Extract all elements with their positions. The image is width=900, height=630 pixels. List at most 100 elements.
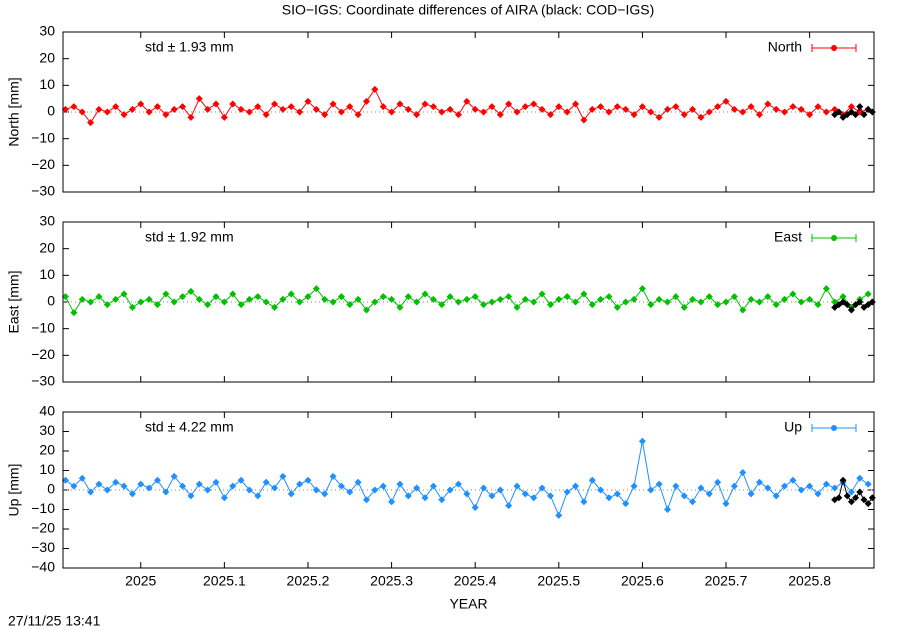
data-point bbox=[120, 290, 128, 298]
data-point bbox=[204, 105, 212, 113]
data-point bbox=[170, 298, 178, 306]
data-point bbox=[128, 303, 136, 311]
data-point bbox=[279, 472, 287, 480]
data-point bbox=[605, 494, 613, 502]
data-point bbox=[705, 293, 713, 301]
timestamp: 27/11/25 13:41 bbox=[8, 613, 101, 629]
data-point bbox=[212, 293, 220, 301]
data-point bbox=[321, 111, 329, 119]
data-point bbox=[337, 293, 345, 301]
data-point bbox=[78, 108, 86, 116]
data-point bbox=[638, 437, 646, 445]
data-point bbox=[262, 111, 270, 119]
data-point bbox=[755, 111, 763, 119]
data-point bbox=[605, 293, 613, 301]
data-point bbox=[296, 480, 304, 488]
data-point bbox=[856, 474, 864, 482]
data-point bbox=[781, 108, 789, 116]
data-point bbox=[806, 482, 814, 490]
data-point bbox=[856, 298, 864, 306]
data-point bbox=[187, 492, 195, 500]
data-point bbox=[195, 95, 203, 103]
data-point bbox=[538, 290, 546, 298]
data-point bbox=[404, 105, 412, 113]
data-point bbox=[647, 108, 655, 116]
data-point bbox=[379, 103, 387, 111]
data-point bbox=[404, 492, 412, 500]
data-point bbox=[62, 293, 70, 301]
data-point bbox=[538, 484, 546, 492]
data-point bbox=[87, 119, 95, 127]
data-point bbox=[421, 494, 429, 502]
data-point bbox=[638, 103, 646, 111]
data-point bbox=[421, 100, 429, 108]
x-axis-label: YEAR bbox=[449, 596, 487, 612]
data-point bbox=[287, 290, 295, 298]
data-point bbox=[438, 301, 446, 309]
data-point bbox=[797, 298, 805, 306]
data-point bbox=[237, 105, 245, 113]
data-point bbox=[237, 301, 245, 309]
legend-label: North bbox=[768, 39, 802, 55]
data-point bbox=[672, 482, 680, 490]
data-point bbox=[70, 482, 78, 490]
data-point bbox=[463, 490, 471, 498]
data-point bbox=[321, 490, 329, 498]
data-point bbox=[396, 480, 404, 488]
y-tick-label: −20 bbox=[31, 346, 55, 362]
x-tick-label: 2025.4 bbox=[454, 573, 497, 589]
data-point bbox=[739, 468, 747, 476]
data-point bbox=[488, 103, 496, 111]
data-point bbox=[170, 472, 178, 480]
data-point bbox=[496, 295, 504, 303]
data-point bbox=[839, 293, 847, 301]
data-point bbox=[421, 290, 429, 298]
data-point bbox=[864, 290, 872, 298]
data-point bbox=[446, 293, 454, 301]
data-point bbox=[538, 105, 546, 113]
data-point bbox=[78, 295, 86, 303]
data-point bbox=[388, 498, 396, 506]
data-point bbox=[346, 301, 354, 309]
data-point bbox=[153, 476, 161, 484]
data-point bbox=[588, 301, 596, 309]
data-point bbox=[312, 105, 320, 113]
data-point bbox=[822, 108, 830, 116]
data-point bbox=[137, 298, 145, 306]
data-point bbox=[287, 103, 295, 111]
data-point bbox=[555, 103, 563, 111]
data-point bbox=[555, 295, 563, 303]
data-point bbox=[329, 100, 337, 108]
data-point bbox=[852, 111, 860, 119]
data-point bbox=[220, 494, 228, 502]
annotation: std ± 1.92 mm bbox=[145, 229, 234, 245]
data-point bbox=[597, 486, 605, 494]
y-tick-label: 30 bbox=[39, 213, 55, 229]
data-point bbox=[162, 290, 170, 298]
data-point bbox=[852, 494, 860, 502]
data-point bbox=[630, 482, 638, 490]
y-tick-label: 10 bbox=[39, 461, 55, 477]
data-point bbox=[714, 103, 722, 111]
data-point bbox=[62, 476, 70, 484]
y-tick-label: 20 bbox=[39, 239, 55, 255]
data-point bbox=[212, 478, 220, 486]
data-point bbox=[730, 482, 738, 490]
data-point bbox=[329, 298, 337, 306]
data-point bbox=[321, 295, 329, 303]
data-point bbox=[847, 306, 855, 314]
data-point bbox=[730, 293, 738, 301]
data-point bbox=[128, 490, 136, 498]
y-tick-label: −10 bbox=[31, 319, 55, 335]
y-tick-label: 20 bbox=[39, 442, 55, 458]
data-point bbox=[62, 105, 70, 113]
data-point bbox=[362, 496, 370, 504]
data-point bbox=[555, 511, 563, 519]
data-point bbox=[856, 488, 864, 496]
legend-marker bbox=[831, 235, 837, 241]
data-point bbox=[781, 482, 789, 490]
data-point bbox=[296, 298, 304, 306]
y-tick-label: −10 bbox=[31, 500, 55, 516]
